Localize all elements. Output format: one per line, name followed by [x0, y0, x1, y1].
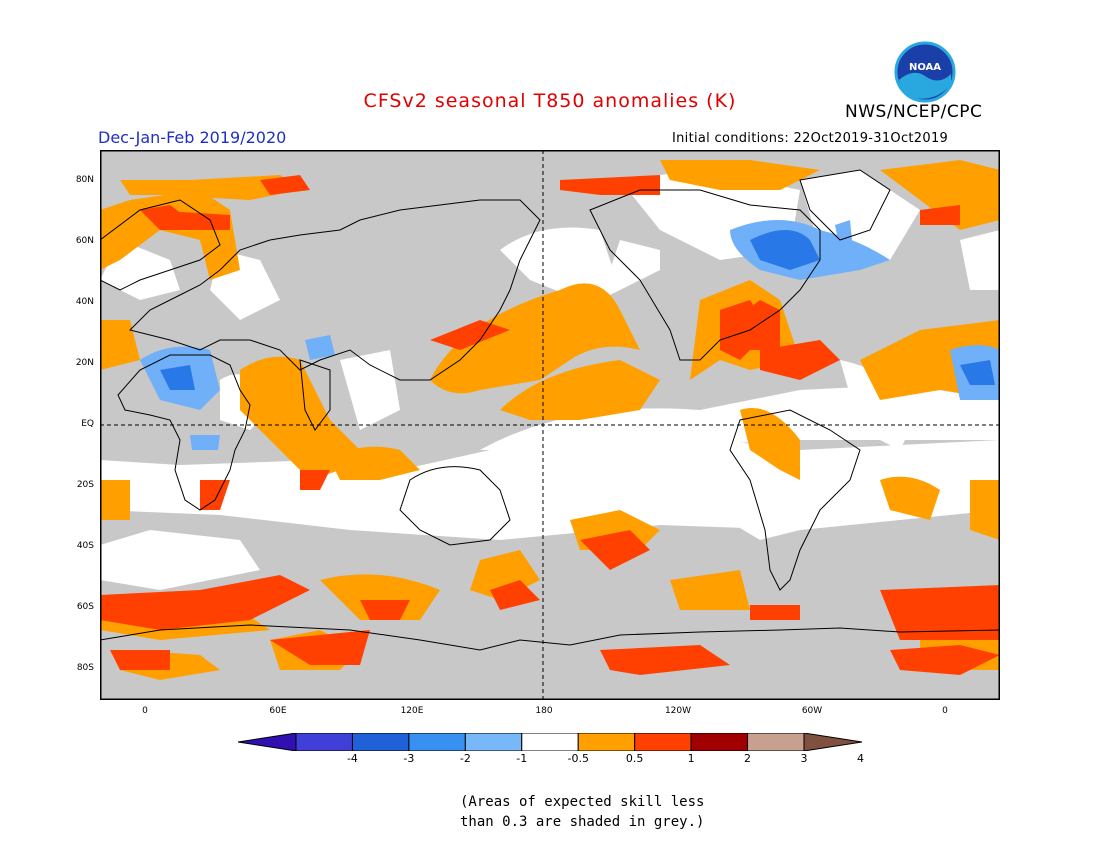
noaa-logo: NOAA [894, 41, 956, 103]
colorbar-tick-label: -2 [459, 752, 471, 765]
map-frame [100, 150, 1000, 700]
initial-conditions-label: Initial conditions: 22Oct2019-31Oct2019 [672, 131, 949, 146]
skill-note-line-2: than 0.3 are shaded in grey.) [460, 814, 705, 830]
colorbar [238, 733, 862, 751]
lat-label-20n: 20N [75, 358, 94, 368]
colorbar-tick-label: 4 [856, 752, 864, 765]
lat-label-80n: 80N [75, 175, 94, 185]
strong-warm-anomaly-regions [100, 175, 1000, 675]
lon-label-120w: 120W [664, 706, 692, 716]
lon-label-120e: 120E [400, 706, 424, 716]
colorbar-high-arrow [803, 733, 862, 751]
antarctica-outline [100, 624, 1000, 651]
colorbar-tick-label: 2 [744, 752, 752, 765]
lat-label-80s: 80S [76, 663, 94, 673]
colorbar-tick-label: -0.5 [567, 752, 589, 765]
colorbar-tick-label: -1 [516, 752, 528, 765]
colorbar-swatch [295, 733, 353, 751]
cold-anomaly-regions [140, 220, 1000, 450]
colorbar-tick-label: -4 [346, 752, 358, 765]
colorbar-tick-label: 0.5 [625, 752, 644, 765]
lat-label-60n: 60N [75, 236, 94, 246]
colorbar-swatch [521, 733, 579, 751]
lon-label-0-east: 0 [942, 706, 948, 716]
colorbar-swatch [351, 733, 410, 751]
colorbar-swatch [577, 733, 636, 751]
australia-outline [399, 466, 511, 546]
colorbar-swatch [464, 733, 523, 751]
coastlines [100, 169, 1000, 651]
organization-label: NWS/NCEP/CPC [845, 102, 983, 122]
colorbar-swatch [408, 733, 466, 751]
colorbar-tick-label: 1 [687, 752, 695, 765]
lat-label-20s: 20S [76, 480, 94, 490]
lon-label-60e: 60E [269, 706, 287, 716]
lat-label-40n: 40N [75, 297, 94, 307]
colorbar-swatch [634, 733, 692, 751]
greenland-outline [799, 169, 891, 241]
logo-text: NOAA [909, 62, 941, 73]
europe-outline [100, 199, 221, 291]
colorbar-tick-label: -3 [403, 752, 415, 765]
india-outline [299, 359, 331, 431]
chart-title: CFSv2 seasonal T850 anomalies (K) [363, 90, 737, 112]
colorbar-swatch [747, 733, 805, 751]
anomaly-map [100, 150, 1000, 700]
eurasia-outline [129, 199, 541, 381]
africa-outline [117, 354, 251, 511]
lon-label-60w: 60W [801, 706, 823, 716]
lat-label-60s: 60S [76, 602, 94, 612]
skill-note: (Areas of expected skill less than 0.3 a… [460, 792, 730, 832]
north-america-outline [589, 189, 821, 361]
reference-lines [100, 150, 1000, 700]
lat-label-40s: 40S [76, 541, 94, 551]
colorbar-tick-label: 3 [800, 752, 808, 765]
colorbar-swatch [690, 733, 749, 751]
lon-label-180: 180 [535, 706, 553, 716]
lon-label-0: 0 [142, 706, 148, 716]
south-america-outline [729, 409, 861, 591]
colorbar-low-arrow [238, 733, 297, 751]
lat-label-eq: EQ [81, 419, 94, 429]
skill-note-line-1: (Areas of expected skill less [460, 794, 705, 810]
season-label: Dec-Jan-Feb 2019/2020 [98, 128, 287, 147]
